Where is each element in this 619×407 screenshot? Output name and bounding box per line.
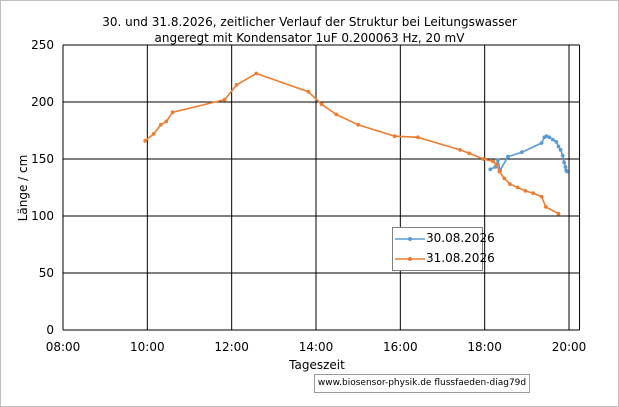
series-layer [143,71,569,216]
chart-title: 30. und 31.8.2026, zeitlicher Verlauf de… [102,15,517,29]
y-tick-label: 50 [39,266,54,280]
y-tick-label: 200 [31,95,54,109]
data-point-series-2 [254,71,259,76]
x-tick-label: 20:00 [552,340,587,354]
x-tick-label: 12:00 [214,340,249,354]
chart-subtitle: angeregt mit Kondensator 1uF 0.200063 Hz… [154,31,465,45]
axes: 0 50 100 150 200 250 08:00 10:00 12:00 14:00 16:00… [31,38,586,354]
data-point-series-2 [556,211,561,216]
data-point-series-2 [143,138,148,143]
data-point-series-2 [491,159,495,164]
data-point-series-2 [234,83,239,87]
data-point-series-2 [467,151,472,156]
data-point-series-1 [556,144,561,149]
data-point-series-2 [306,89,311,94]
data-point-series-2 [164,119,169,124]
data-point-series-1 [563,165,568,169]
data-point-series-2 [502,176,507,181]
data-point-series-2 [539,194,544,199]
data-point-series-2 [356,122,361,127]
x-tick-label: 10:00 [130,340,165,354]
data-point-series-2 [158,122,163,127]
data-point-series-1 [539,141,544,145]
data-point-series-2 [481,157,486,161]
data-point-series-1 [550,137,555,142]
data-point-series-2 [497,169,502,174]
grid [62,44,581,331]
data-point-series-1 [565,169,569,174]
series-line-2 [144,72,559,215]
legend-swatch-series-2 [395,257,425,261]
y-tick-label: 150 [31,152,54,166]
data-point-series-2 [508,182,512,187]
credit-box: www.biosensor-physik.de flussfaeden-diag… [314,374,530,393]
x-axis-title: Tageszeit [288,358,345,372]
y-tick-label: 100 [31,209,54,223]
data-point-series-2 [543,205,548,209]
data-point-series-1 [558,148,563,152]
data-point-series-2 [319,102,324,107]
x-tick-label: 08:00 [46,340,81,354]
y-tick-label: 250 [31,38,54,52]
data-point-series-2 [515,185,520,190]
data-point-series-1 [554,140,559,144]
data-point-series-2 [222,97,227,102]
data-point-series-2 [151,132,156,136]
data-point-series-2 [416,135,420,140]
x-tick-label: 16:00 [383,340,418,354]
legend: 30.08.2026 31.08.2026 [392,227,495,271]
data-point-series-1 [488,167,493,172]
data-point-series-2 [523,189,528,193]
data-point-series-2 [458,148,462,152]
y-tick-label: 0 [46,323,54,337]
legend-label-series-1: 30.08.2026 [426,231,495,245]
data-point-series-2 [392,134,397,139]
data-point-series-2 [531,191,536,196]
legend-label-series-2: 31.08.2026 [426,251,495,265]
data-point-series-2 [170,110,175,115]
data-point-series-1 [520,150,524,155]
data-point-series-2 [334,112,339,117]
legend-item-series-2: 31.08.2026 [393,250,495,268]
legend-swatch-series-1 [395,237,425,241]
y-axis-title: Länge / cm [16,155,30,222]
legend-item-series-1: 30.08.2026 [393,230,495,248]
data-point-series-1 [496,158,500,163]
data-point-series-1 [506,154,510,159]
data-point-series-1 [547,135,552,140]
data-point-series-1 [560,153,565,158]
x-tick-label: 18:00 [467,340,502,354]
x-tick-label: 14:00 [299,340,334,354]
data-point-series-2 [494,162,499,167]
data-point-series-1 [562,160,566,165]
